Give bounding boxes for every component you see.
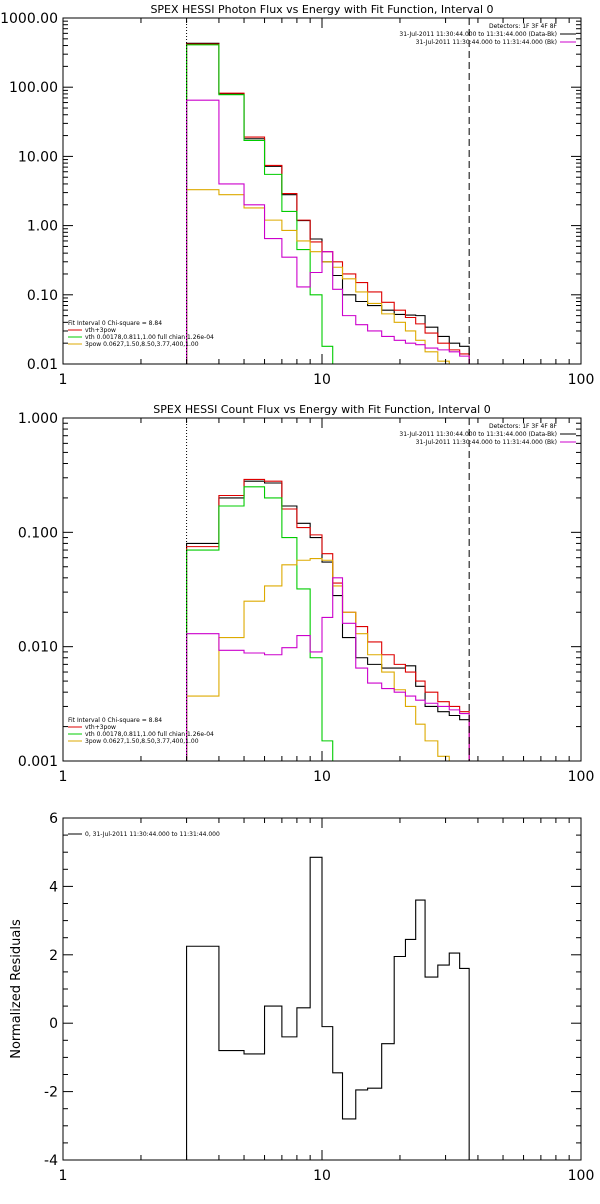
y-tick-label: 1.00 (27, 219, 58, 235)
x-tick-label: 10 (313, 1168, 331, 1184)
y-tick-label: -2 (44, 1085, 58, 1101)
y-tick-label: 0.100 (18, 525, 58, 541)
y-tick-label: 10.00 (18, 149, 58, 165)
series-group (186, 478, 470, 761)
header-line-2: 31-Jul-2011 11:30:44.000 to 11:31:44.000… (399, 431, 557, 438)
legend-line-2: vth+3pow (85, 724, 116, 731)
legend-line-4: 3pow 0.0627,1.50,8.50,3.77,400,1.00 (85, 341, 199, 348)
y-tick-label: 2 (49, 948, 58, 964)
y-axis-label: Normalized Residuals (9, 919, 24, 1059)
header-line-2: 31-Jul-2011 11:30:44.000 to 11:31:44.000… (399, 31, 557, 38)
legend-line-1: 0, 31-Jul-2011 11:30:44.000 to 11:31:44.… (85, 831, 220, 838)
series-line-3 (186, 486, 334, 761)
y-tick-label: 1.000 (18, 411, 58, 427)
x-tick-label: 1 (59, 372, 68, 388)
y-tick-label: -4 (44, 1153, 58, 1169)
series-line-4 (186, 557, 450, 761)
header-line-3: 31-Jul-2011 11:30:44.000 to 11:31:44.000… (416, 39, 557, 46)
header-line-1: Detectors: 1F 3F 4F 8F (489, 423, 558, 430)
series-line-1 (186, 42, 470, 364)
x-tick-label: 10 (313, 769, 331, 785)
legend-line-1: Fit Interval 0 Chi-square = 8.84 (68, 320, 162, 327)
legend-line-3: vth 0.00178,0.811,1.00 full chian 1.26e-… (85, 731, 214, 738)
header-line-3: 31-Jul-2011 11:30:44.000 to 11:31:44.000… (416, 439, 557, 446)
x-tick-label: 10 (313, 372, 331, 388)
x-tick-label: 100 (568, 372, 595, 388)
x-tick-label: 1 (59, 769, 68, 785)
y-tick-label: 0 (49, 1016, 58, 1032)
series-line-1 (186, 480, 470, 761)
legend-line-4: 3pow 0.0627,1.50,8.50,3.77,400,1.00 (85, 738, 199, 745)
panel-2: SPEX HESSI Count Flux vs Energy with Fit… (18, 403, 594, 785)
y-tick-label: 0.01 (27, 357, 58, 373)
panel-title: SPEX HESSI Count Flux vs Energy with Fit… (153, 403, 490, 416)
panel-title: SPEX HESSI Photon Flux vs Energy with Fi… (150, 3, 493, 16)
y-tick-label: 0.010 (18, 640, 58, 656)
series-line-5 (186, 577, 470, 761)
panel-1: SPEX HESSI Photon Flux vs Energy with Fi… (0, 3, 594, 388)
series-line-4 (186, 189, 450, 364)
series-line-2 (186, 43, 470, 364)
x-tick-label: 1 (59, 1168, 68, 1184)
series-line-2 (186, 478, 470, 761)
y-tick-label: 6 (49, 811, 58, 827)
series-group (186, 42, 470, 364)
legend-line-1: Fit Interval 0 Chi-square = 8.84 (68, 717, 162, 724)
x-tick-label: 100 (568, 769, 595, 785)
y-tick-label: 0.10 (27, 288, 58, 304)
header-line-1: Detectors: 1F 3F 4F 8F (489, 23, 558, 30)
y-tick-label: 1000.00 (0, 11, 58, 27)
series-line-1 (186, 856, 470, 1160)
y-tick-label: 4 (49, 879, 58, 895)
legend-line-3: vth 0.00178,0.811,1.00 full chian 1.26e-… (85, 334, 214, 341)
x-tick-label: 100 (568, 1168, 595, 1184)
legend-line-2: vth+3pow (85, 327, 116, 334)
y-tick-label: 0.001 (18, 754, 58, 770)
series-line-3 (186, 44, 334, 364)
series-group (186, 856, 470, 1160)
y-tick-label: 100.00 (9, 80, 58, 96)
series-line-5 (186, 99, 470, 364)
panel-3: 1 10 100 -4 -2 0 2 4 6 Normalized Residuals 0, 31-… (9, 811, 594, 1184)
